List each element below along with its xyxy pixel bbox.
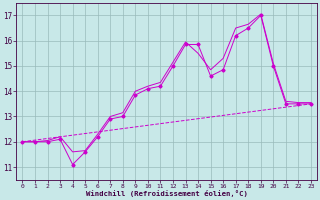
X-axis label: Windchill (Refroidissement éolien,°C): Windchill (Refroidissement éolien,°C) xyxy=(86,190,248,197)
